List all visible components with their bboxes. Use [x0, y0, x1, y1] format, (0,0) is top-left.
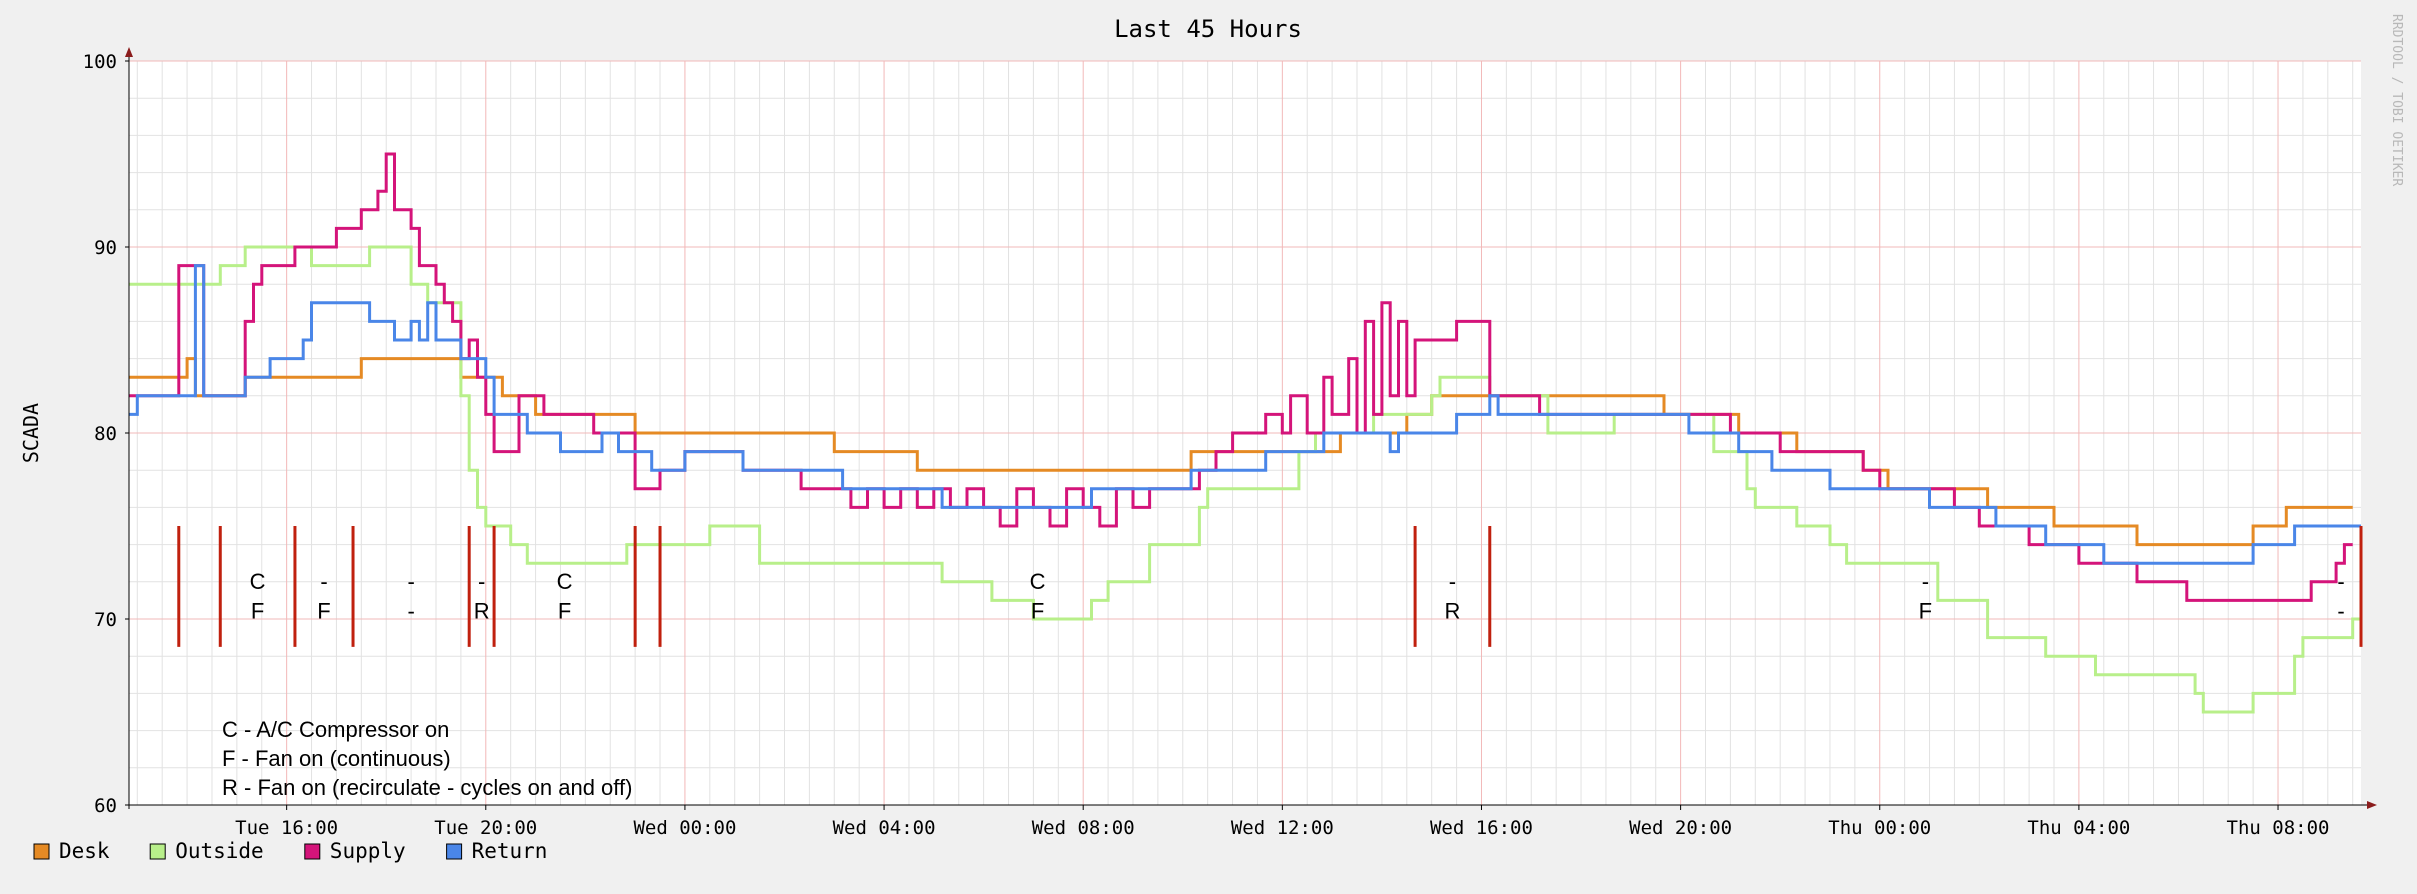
- event-label-bottom: F: [558, 599, 571, 624]
- event-label-bottom: F: [317, 599, 330, 624]
- series-line-return: [129, 264, 2361, 565]
- y-tick-label: 90: [94, 237, 117, 259]
- event-label-bottom: R: [474, 599, 490, 624]
- event-label-top: C: [1030, 569, 1046, 594]
- grid: [129, 60, 2361, 806]
- x-tick-label: Wed 20:00: [1629, 817, 1732, 839]
- legend-swatch-desk: [33, 843, 50, 860]
- event-label-top: -: [320, 569, 327, 594]
- annotation-line: C - A/C Compressor on: [222, 717, 449, 742]
- x-axis-arrow: [2367, 801, 2377, 809]
- annotation-line: F - Fan on (continuous): [222, 746, 451, 771]
- series-line-supply: [129, 152, 2353, 602]
- event-label-top: -: [2337, 569, 2344, 594]
- y-axis-label: SCADA: [19, 403, 43, 463]
- event-label-top: C: [250, 569, 266, 594]
- x-tick-label: Wed 04:00: [833, 817, 936, 839]
- x-tick-label: Wed 16:00: [1430, 817, 1533, 839]
- event-label-top: -: [1922, 569, 1929, 594]
- legend: Desk Outside Supply Return: [33, 839, 548, 863]
- chart-title: Last 45 Hours: [1114, 15, 1302, 43]
- y-tick-label: 60: [94, 795, 117, 817]
- legend-label-outside: Outside: [175, 839, 264, 863]
- annotation-legend: C - A/C Compressor on F - Fan on (contin…: [222, 717, 632, 800]
- legend-label-desk: Desk: [59, 839, 110, 863]
- legend-swatch-return: [446, 843, 463, 860]
- y-tick-label: 80: [94, 423, 117, 445]
- x-tick-label: Thu 08:00: [2227, 817, 2330, 839]
- annotation-line: R - Fan on (recirculate - cycles on and …: [222, 775, 632, 800]
- legend-label-supply: Supply: [330, 839, 406, 863]
- x-tick-label: Wed 00:00: [633, 817, 736, 839]
- event-label-bottom: -: [407, 599, 414, 624]
- x-tick-label: Thu 00:00: [1828, 817, 1931, 839]
- legend-swatch-supply: [304, 843, 321, 860]
- x-tick-label: Wed 08:00: [1032, 817, 1135, 839]
- event-label-bottom: F: [1919, 599, 1932, 624]
- event-label-bottom: F: [251, 599, 264, 624]
- series-layer: [129, 152, 2361, 714]
- y-tick-label: 70: [94, 609, 117, 631]
- y-tick-label: 100: [83, 51, 117, 73]
- event-label-bottom: R: [1444, 599, 1460, 624]
- event-label-top: -: [478, 569, 485, 594]
- x-tick-label: Tue 16:00: [235, 817, 338, 839]
- watermark: RRDTOOL / TOBI OETIKER: [2389, 14, 2404, 186]
- series-line-outside: [129, 245, 2361, 714]
- event-label-top: -: [1449, 569, 1456, 594]
- event-label-bottom: F: [1031, 599, 1044, 624]
- event-label-top: C: [557, 569, 573, 594]
- x-tick-label: Thu 04:00: [2027, 817, 2130, 839]
- legend-swatch-outside: [149, 843, 166, 860]
- axes: 60 70 80 90 100 Tue 16:00 Tue 20:00 Wed 00:00 We…: [83, 47, 2377, 839]
- x-tick-label: Tue 20:00: [434, 817, 537, 839]
- y-axis-arrow: [125, 47, 133, 57]
- event-label-bottom: -: [2337, 599, 2344, 624]
- event-label-top: -: [407, 569, 414, 594]
- legend-label-return: Return: [472, 839, 548, 863]
- x-tick-label: Wed 12:00: [1231, 817, 1334, 839]
